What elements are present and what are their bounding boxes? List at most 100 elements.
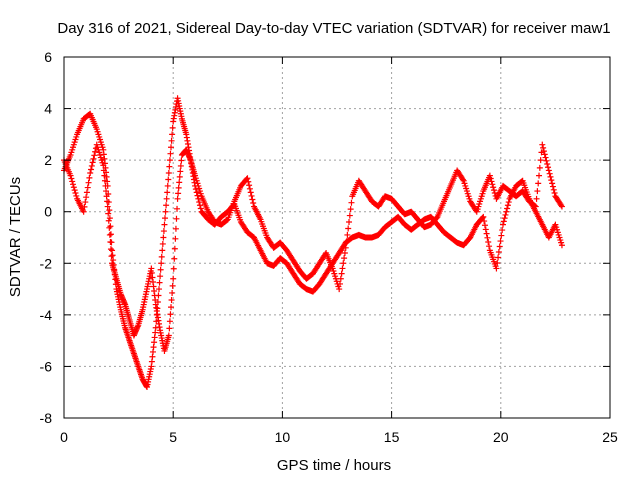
data-point (169, 124, 176, 131)
data-point (89, 159, 96, 166)
data-point (103, 193, 110, 200)
data-point (495, 249, 502, 256)
data-point (547, 173, 554, 180)
data-point (497, 238, 504, 245)
x-tick-label: 25 (602, 429, 618, 445)
data-point (158, 260, 165, 267)
data-point (165, 332, 172, 339)
data-point (84, 184, 91, 191)
x-tick-label: 5 (169, 429, 177, 445)
data-point (341, 249, 348, 256)
data-point (346, 219, 353, 226)
data-point (503, 208, 510, 215)
data-point (87, 170, 94, 177)
data-point (549, 180, 556, 187)
data-point (164, 189, 171, 196)
data-point (108, 253, 115, 260)
y-tick-label: 6 (44, 49, 52, 65)
data-point (250, 200, 257, 207)
data-point (342, 244, 349, 251)
data-point (168, 304, 175, 311)
data-point (534, 188, 541, 195)
data-point (192, 186, 199, 193)
data-point (482, 226, 489, 233)
data-point (197, 205, 204, 212)
x-tick-label: 15 (384, 429, 400, 445)
data-point (162, 208, 169, 215)
data-point (486, 243, 493, 250)
y-tick-label: 4 (44, 101, 52, 117)
y-axis-label: SDTVAR / TECUs (7, 177, 24, 297)
data-point (70, 181, 77, 188)
data-point (498, 232, 505, 239)
data-point (169, 282, 176, 289)
data-point (348, 199, 355, 206)
data-point (246, 182, 253, 189)
data-point (193, 189, 200, 196)
data-point (490, 184, 497, 191)
data-point (103, 188, 110, 195)
data-point (104, 203, 111, 210)
data-point (558, 242, 565, 249)
data-point (171, 245, 178, 252)
data-point (483, 230, 490, 237)
data-point (105, 210, 112, 217)
data-point (176, 179, 183, 186)
data-point (102, 182, 109, 189)
plot-frame (63, 56, 611, 419)
data-point (531, 202, 538, 209)
data-point (166, 163, 173, 170)
data-point (550, 186, 557, 193)
data-point (168, 297, 175, 304)
data-point (551, 190, 558, 197)
data-point (101, 172, 108, 179)
data-point (501, 215, 508, 222)
data-point (159, 247, 166, 254)
data-point (68, 175, 75, 182)
data-point (166, 318, 173, 325)
grid-lines (64, 57, 610, 418)
data-point (167, 150, 174, 157)
data-point (178, 157, 185, 164)
data-point (72, 190, 79, 197)
data-point (158, 253, 165, 260)
data-point (105, 217, 112, 224)
data-point (91, 152, 98, 159)
data-point (196, 202, 203, 209)
data-point (336, 286, 343, 293)
data-point (168, 144, 175, 151)
data-point (165, 170, 172, 177)
data-point (160, 234, 167, 241)
data-point (152, 324, 159, 331)
data-point (485, 239, 492, 246)
data-point (481, 218, 488, 225)
y-tick-label: 0 (44, 204, 52, 220)
data-point (163, 195, 170, 202)
tick-labels: 0 5 10 15 20 25 -8 -6 -4 -2 0 2 4 6 (40, 49, 618, 445)
data-point (532, 203, 539, 210)
data-point (166, 325, 173, 332)
data-point (491, 190, 498, 197)
data-point (338, 270, 345, 277)
data-point (81, 203, 88, 210)
data-point (545, 167, 552, 174)
data-point (347, 206, 354, 213)
data-point (106, 231, 113, 238)
data-points (61, 95, 565, 391)
x-tick-label: 10 (275, 429, 291, 445)
data-point (479, 214, 486, 221)
data-point (549, 183, 556, 190)
data-point (161, 221, 168, 228)
data-point (85, 179, 92, 186)
data-point (159, 240, 166, 247)
data-point (486, 172, 493, 179)
data-point (90, 155, 97, 162)
data-point (172, 235, 179, 242)
data-point (345, 225, 352, 232)
data-point (493, 265, 500, 272)
data-point (100, 162, 107, 169)
data-point (166, 157, 173, 164)
data-point (173, 215, 180, 222)
data-point (488, 178, 495, 185)
